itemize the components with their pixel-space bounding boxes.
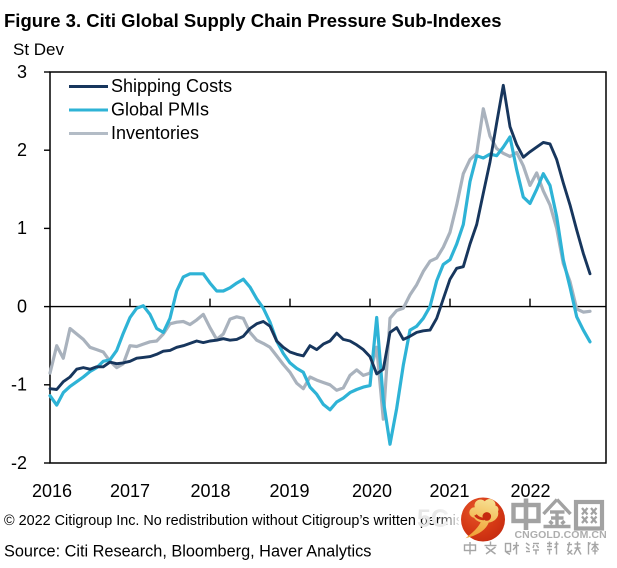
svg-text:2: 2 bbox=[17, 140, 27, 160]
svg-text:0: 0 bbox=[17, 296, 27, 316]
svg-text:© 2022 Citigroup Inc. No redis: © 2022 Citigroup Inc. No redistribution … bbox=[4, 513, 493, 529]
svg-text:2020: 2020 bbox=[352, 481, 392, 501]
svg-text:3: 3 bbox=[17, 62, 27, 82]
svg-text:2019: 2019 bbox=[269, 481, 309, 501]
svg-text:2017: 2017 bbox=[110, 481, 150, 501]
svg-text:2016: 2016 bbox=[32, 481, 72, 501]
svg-text:-2: -2 bbox=[11, 453, 27, 473]
svg-text:Source: Citi Research, Bloombe: Source: Citi Research, Bloomberg, Haver … bbox=[4, 543, 371, 561]
svg-text:St Dev: St Dev bbox=[13, 40, 65, 59]
svg-text:2021: 2021 bbox=[429, 481, 469, 501]
svg-text:2018: 2018 bbox=[190, 481, 230, 501]
svg-text:2022: 2022 bbox=[510, 481, 550, 501]
svg-text:CNGOLD.COM.CN: CNGOLD.COM.CN bbox=[515, 529, 607, 541]
svg-text:Shipping Costs: Shipping Costs bbox=[111, 76, 232, 96]
svg-text:Global PMIs: Global PMIs bbox=[111, 100, 209, 120]
svg-text:Inventories: Inventories bbox=[111, 123, 199, 143]
svg-text:1: 1 bbox=[17, 218, 27, 238]
svg-text:-1: -1 bbox=[11, 375, 27, 395]
svg-text:Figure 3. Citi Global Supply C: Figure 3. Citi Global Supply Chain Press… bbox=[4, 10, 502, 31]
